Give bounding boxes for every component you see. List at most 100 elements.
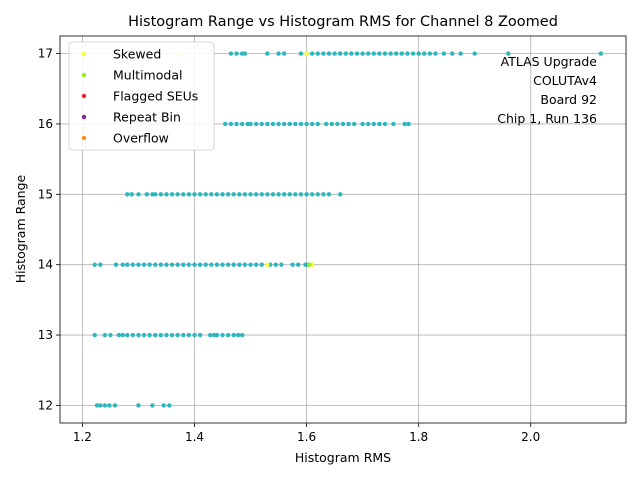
data-point bbox=[354, 51, 360, 56]
data-point bbox=[450, 51, 455, 56]
data-point bbox=[141, 262, 147, 267]
data-point bbox=[161, 403, 166, 408]
legend-label: Overflow bbox=[113, 131, 169, 146]
x-tick-label: 1.4 bbox=[185, 430, 204, 444]
data-point bbox=[153, 332, 158, 338]
data-point bbox=[220, 262, 225, 267]
annotation-line: Board 92 bbox=[540, 92, 597, 107]
data-point bbox=[169, 262, 175, 267]
data-point bbox=[120, 332, 125, 338]
data-point bbox=[382, 121, 388, 127]
annotation-line: ATLAS Upgrade bbox=[501, 54, 598, 69]
data-point bbox=[203, 262, 208, 267]
data-point bbox=[153, 192, 158, 197]
data-point bbox=[343, 51, 349, 56]
data-point bbox=[405, 51, 410, 56]
data-point bbox=[323, 121, 329, 127]
data-point bbox=[315, 51, 320, 56]
data-point bbox=[253, 262, 259, 267]
data-point bbox=[332, 51, 337, 56]
data-point bbox=[371, 121, 377, 127]
data-point bbox=[265, 121, 270, 127]
data-point bbox=[281, 192, 287, 197]
data-point bbox=[129, 192, 134, 197]
data-point bbox=[506, 51, 511, 56]
legend-marker bbox=[81, 51, 87, 57]
data-point bbox=[371, 51, 377, 56]
data-point bbox=[377, 121, 382, 127]
data-point bbox=[130, 262, 136, 267]
data-point bbox=[321, 192, 326, 197]
data-point bbox=[276, 192, 281, 197]
data-point bbox=[270, 121, 276, 127]
data-point bbox=[192, 262, 197, 267]
data-point bbox=[298, 121, 304, 127]
data-point bbox=[225, 192, 231, 197]
data-point bbox=[136, 332, 141, 338]
data-point bbox=[94, 403, 100, 408]
data-point bbox=[158, 262, 164, 267]
data-point bbox=[223, 121, 228, 127]
data-point bbox=[125, 262, 130, 267]
data-point bbox=[98, 262, 103, 267]
data-point bbox=[113, 262, 119, 267]
data-point bbox=[346, 121, 351, 127]
data-point bbox=[360, 121, 365, 127]
data-point bbox=[209, 262, 214, 267]
data-point bbox=[441, 51, 447, 56]
legend-marker bbox=[81, 93, 87, 99]
data-point bbox=[248, 192, 253, 197]
data-point bbox=[158, 192, 164, 197]
data-point bbox=[203, 192, 208, 197]
data-point bbox=[214, 262, 220, 267]
x-tick-label: 1.2 bbox=[73, 430, 92, 444]
data-point bbox=[181, 192, 186, 197]
data-point bbox=[329, 121, 334, 127]
data-point bbox=[307, 262, 312, 267]
data-point bbox=[220, 332, 225, 338]
data-point bbox=[186, 192, 192, 197]
data-point bbox=[186, 262, 192, 267]
data-point bbox=[270, 192, 276, 197]
data-points bbox=[92, 51, 603, 408]
data-point bbox=[349, 51, 354, 56]
y-tick-label: 12 bbox=[38, 398, 53, 412]
data-point bbox=[337, 51, 343, 56]
data-point bbox=[120, 262, 125, 267]
data-point bbox=[209, 192, 214, 197]
data-point bbox=[214, 332, 220, 338]
data-point bbox=[237, 192, 242, 197]
data-point bbox=[242, 262, 248, 267]
data-point bbox=[116, 332, 122, 338]
data-point bbox=[304, 192, 309, 197]
data-point bbox=[102, 332, 108, 338]
data-point bbox=[315, 192, 320, 197]
data-point bbox=[130, 332, 136, 338]
data-point bbox=[293, 121, 298, 127]
y-tick-label: 15 bbox=[38, 187, 53, 201]
data-point bbox=[265, 262, 270, 267]
data-point bbox=[326, 192, 332, 197]
data-point bbox=[136, 192, 141, 197]
data-point bbox=[273, 262, 278, 267]
data-point bbox=[366, 121, 371, 127]
data-point bbox=[144, 192, 150, 197]
data-point bbox=[422, 51, 427, 56]
x-tick-label: 1.6 bbox=[297, 430, 316, 444]
data-point bbox=[192, 332, 197, 338]
data-point bbox=[352, 121, 357, 127]
data-point bbox=[112, 403, 118, 408]
data-point bbox=[186, 332, 192, 338]
data-point bbox=[293, 192, 298, 197]
legend-marker bbox=[81, 114, 87, 120]
data-point bbox=[225, 262, 231, 267]
legend-marker bbox=[81, 135, 87, 141]
data-point bbox=[153, 262, 158, 267]
data-point bbox=[207, 332, 213, 338]
data-point bbox=[287, 192, 292, 197]
data-point bbox=[150, 403, 155, 408]
annotation-line: Chip 1, Run 136 bbox=[497, 111, 597, 126]
data-point bbox=[416, 51, 421, 56]
data-point bbox=[304, 121, 309, 127]
